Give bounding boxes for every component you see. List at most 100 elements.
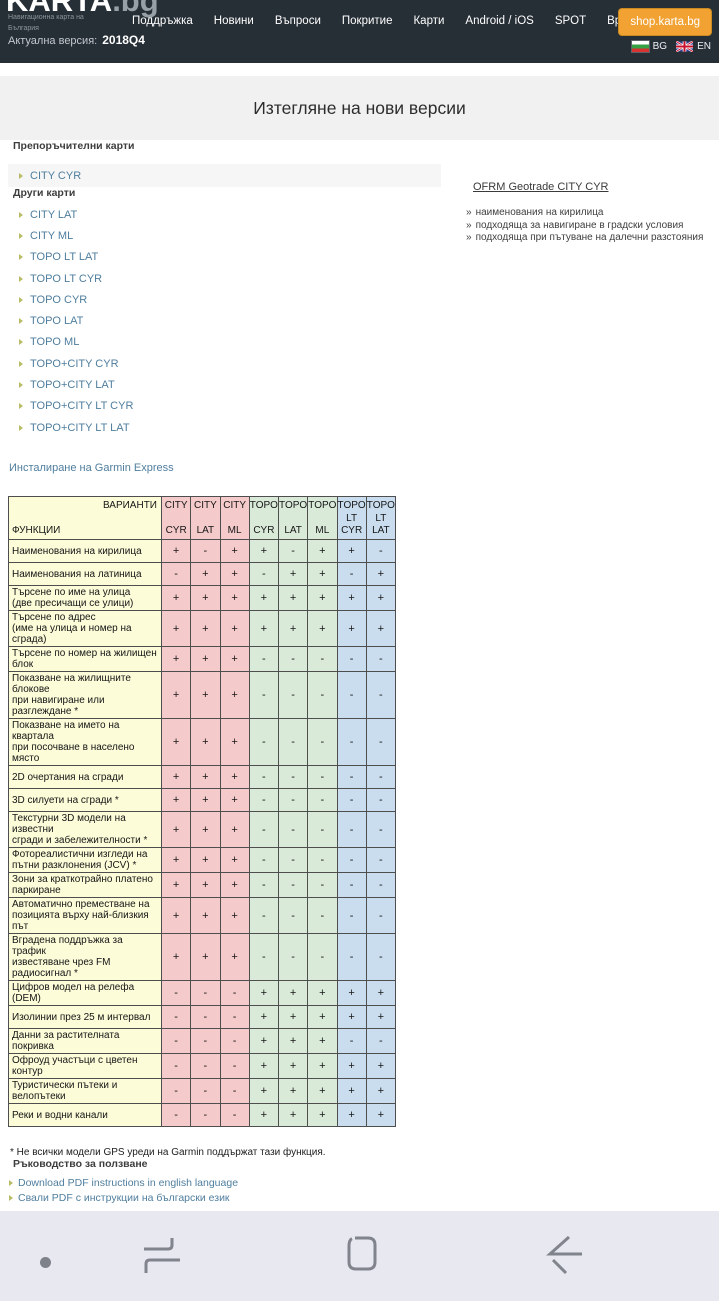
map-link-topo-city-lt-lat[interactable]: TOPO+CITY LT LAT [30,421,130,434]
feature-value-cell: - [248,718,280,767]
feature-value-cell: + [190,646,221,673]
map-link-city-cyr[interactable]: CITY CYR [30,169,82,182]
map-link-topo-lt-lat[interactable]: TOPO LT LAT [30,251,99,264]
feature-value-cell: + [307,610,338,648]
other-maps-heading: Други карти [13,187,76,199]
feature-value-cell: - [307,933,338,982]
garmin-express-link[interactable]: Инсталиране на Garmin Express [9,462,174,475]
feature-value-cell: + [277,610,309,648]
guide-link-download-pdf-instructions-in-e[interactable]: Download PDF instructions in english lan… [18,1176,239,1189]
map-feature-bullet: » наименования на кирилица [466,207,711,220]
feature-value-cell: + [219,897,250,935]
map-list-item: TOPO LT CYR [8,268,458,289]
home-button[interactable] [340,1233,384,1277]
guide-link-свали-pdf-с-инструкции-на-бълг[interactable]: Свали PDF с инструкции на български език [18,1191,230,1204]
feature-name-cell: Текстурни 3D модели на известни сгради и… [8,811,162,849]
lang-en[interactable]: EN [676,41,711,52]
map-link-topo-cyr[interactable]: TOPO CYR [30,293,88,306]
feature-value-cell: - [307,718,338,767]
nav-item-spot[interactable]: SPOT [554,15,587,27]
recents-button[interactable] [140,1233,184,1277]
nav-item-покритие[interactable]: Покритие [341,15,393,27]
map-link-topo-lt-cyr[interactable]: TOPO LT CYR [30,272,103,285]
feature-value-cell: - [219,1005,250,1030]
nav-item-новини[interactable]: Новини [213,15,254,27]
nav-item-android-ios[interactable]: Android / iOS [465,15,534,27]
feature-value-cell: - [219,1028,250,1055]
feature-name-cell: Офроуд участъци с цветен контур [8,1053,162,1080]
map-link-city-lat[interactable]: CITY LAT [30,208,78,221]
feature-value-cell: - [365,897,397,935]
language-switcher: BG EN [630,40,711,53]
feature-value-cell: + [248,585,280,612]
nav-item-карти[interactable]: Карти [413,15,445,27]
navbar-hide-dot[interactable] [40,1257,51,1268]
feature-value-cell: - [365,718,397,767]
lang-bg[interactable]: BG [630,40,667,53]
table-row: Цифров модел на релефа (DEM) - - - + + + + + [8,980,397,1007]
feature-value-cell: + [160,585,192,612]
shop-button[interactable]: shop.karta.bg [618,8,712,36]
table-row: Показване на името на квартала при посоч… [8,718,397,767]
feature-value-cell: + [307,585,338,612]
map-list-item: CITY CYR [8,164,441,187]
feature-value-cell: + [365,980,397,1007]
nav-item-въпроси[interactable]: Въпроси [274,15,321,27]
arrow-bullet-icon [19,275,23,282]
corner-variants-label: ВАРИАНТИ [102,500,157,512]
feature-value-cell: + [190,610,221,648]
map-link-topo-city-lat[interactable]: TOPO+CITY LAT [30,379,115,392]
map-link-topo-city-lt-cyr[interactable]: TOPO+CITY LT CYR [30,400,134,413]
feature-value-cell: - [336,811,367,849]
feature-value-cell: + [336,1078,367,1105]
feature-value-cell: + [277,562,309,587]
map-link-topo-lat[interactable]: TOPO LAT [30,315,84,328]
feature-value-cell: - [277,811,309,849]
table-row: Фотореалистични изгледи на пътни разклон… [8,847,397,874]
feature-value-cell: - [248,646,280,673]
table-row: Текстурни 3D модели на известни сгради и… [8,811,397,849]
site-tagline: Навигационна карта на България [8,14,84,32]
feature-value-cell: - [160,562,192,587]
feature-value-cell: + [365,610,397,648]
column-header-lines: CITY LAT [193,500,217,537]
column-header-topo-lt-cyr: TOPO LT CYR [336,496,367,541]
bulgaria-flag-icon [630,40,650,53]
map-list-item: CITY ML [8,225,458,246]
feature-value-cell: + [219,585,250,612]
feature-value-cell: - [307,811,338,849]
arrow-bullet-icon [19,172,23,179]
map-link-topo-city-cyr[interactable]: TOPO+CITY CYR [30,357,119,370]
feature-name-cell: Търсене по адрес (име на улица и номер н… [8,610,162,648]
feature-name-cell: Наименования на кирилица [8,539,162,564]
feature-value-cell: + [160,897,192,935]
column-header-lines: CITY CYR [164,500,188,537]
content: Препоръчителни карти CITY CYR Други карт… [0,140,719,1205]
map-link-city-ml[interactable]: CITY ML [30,229,74,242]
map-link-topo-ml[interactable]: TOPO ML [30,336,80,349]
feature-value-cell: + [307,539,338,564]
site-logo[interactable]: KARTA.bg [6,0,159,18]
feature-value-cell: - [307,847,338,874]
nav-item-поддръжка[interactable]: Поддръжка [132,15,193,27]
table-row: Зони за краткотрайно платено паркиране + +… [8,872,397,899]
feature-value-cell: - [277,788,309,813]
feature-value-cell: - [336,872,367,899]
feature-value-cell: - [307,671,338,720]
arrow-bullet-icon [19,382,23,389]
table-row: Туристически пътеки и велопътеки - - - + + + + + [8,1078,397,1105]
feature-value-cell: - [277,765,309,790]
feature-name-cell: Търсене по номер на жилищен блок [8,646,162,673]
selected-map-title-link[interactable]: OFRM Geotrade CITY CYR [473,181,609,193]
feature-value-cell: - [219,1078,250,1105]
back-button[interactable] [542,1233,586,1277]
guide-links: Download PDF instructions in english lan… [8,1175,711,1205]
android-navbar [0,1211,719,1301]
feature-value-cell: - [190,1078,221,1105]
feature-value-cell: - [307,788,338,813]
feature-value-cell: + [219,718,250,767]
feature-value-cell: + [219,847,250,874]
arrow-bullet-icon [19,339,23,346]
feature-value-cell: - [190,1028,221,1055]
column-header-city-ml: CITY ML [219,496,250,541]
